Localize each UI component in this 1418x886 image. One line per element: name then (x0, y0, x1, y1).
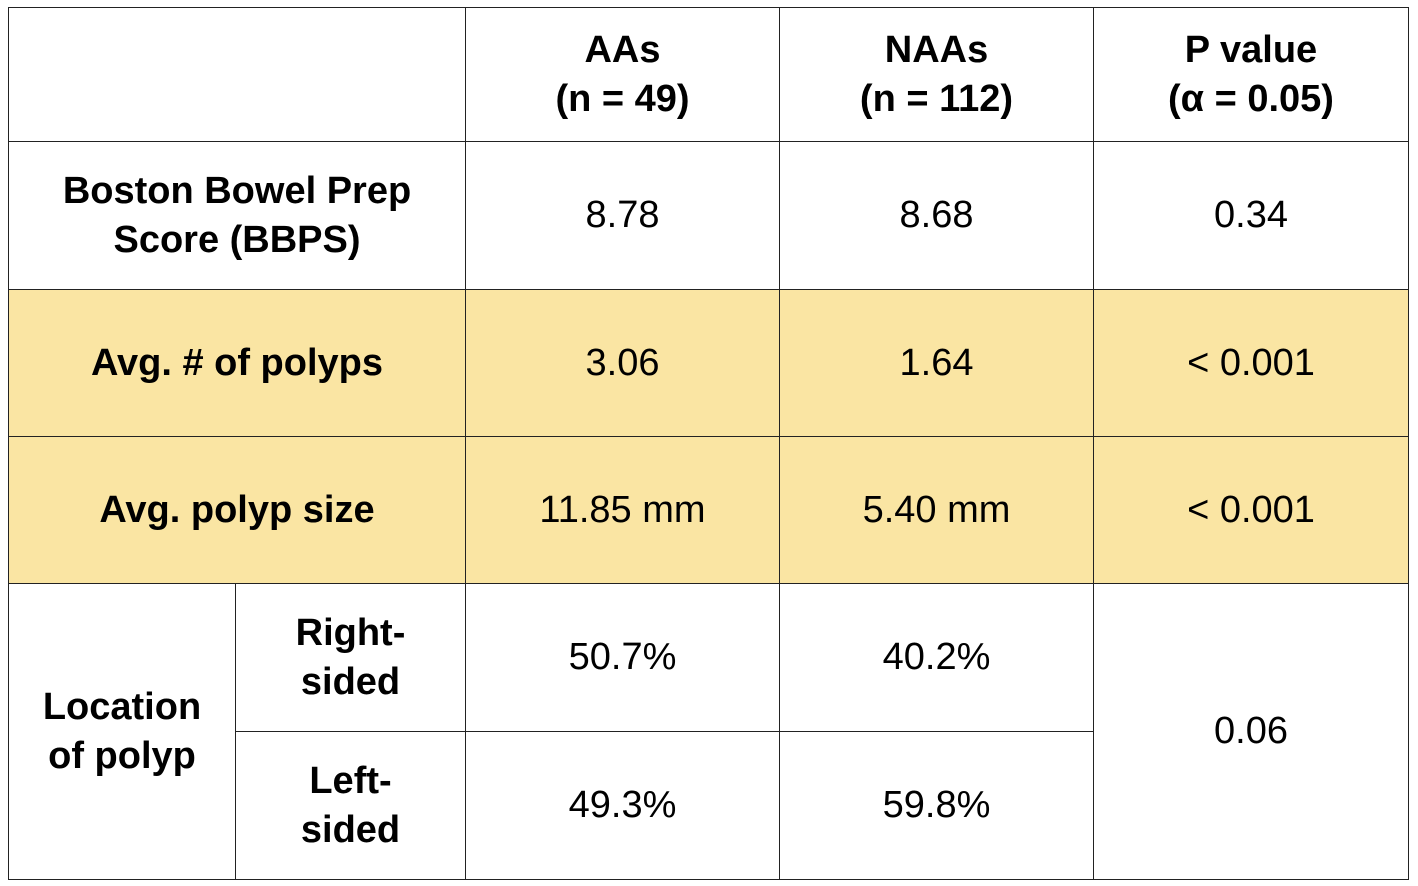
header-aas-line2: (n = 49) (555, 77, 690, 120)
right-sided-aas-value: 50.7% (465, 583, 780, 732)
header-naas-line2: (n = 112) (859, 77, 1014, 120)
header-p-value: P value (α = 0.05) (1093, 7, 1409, 142)
polyp-count-p-value: < 0.001 (1093, 289, 1409, 437)
polyp-size-p-value: < 0.001 (1093, 436, 1409, 584)
polyp-count-aas-value: 3.06 (465, 289, 780, 437)
location-p-value: 0.06 (1093, 583, 1409, 880)
header-p-line1: P value (1184, 28, 1318, 71)
row-label-bbps-line2: Score (BBPS) (113, 218, 361, 261)
table-row-location-right: Location of polyp Right- sided 50.7% 40.… (8, 583, 1409, 880)
header-p-line2: (α = 0.05) (1168, 77, 1334, 120)
header-naas-line1: NAAs (884, 28, 989, 71)
header-aas-line1: AAs (584, 28, 661, 71)
right-sided-naas-value: 40.2% (779, 583, 1094, 732)
corner-cell (8, 7, 466, 142)
row-label-location-line2: of polyp (48, 734, 196, 777)
header-aas: AAs (n = 49) (465, 7, 780, 142)
left-sided-aas-value: 49.3% (465, 731, 780, 880)
sub-label-right-sided: Right- sided (235, 583, 466, 732)
table-row-location-left: Left- sided 49.3% 59.8% (9, 731, 1409, 880)
row-label-bbps: Boston Bowel Prep Score (BBPS) (8, 141, 466, 290)
sub-label-right-line2: sided (300, 660, 401, 703)
header-row: AAs (n = 49) NAAs (n = 112) P value (α =… (8, 7, 1409, 142)
polyp-count-naas-value: 1.64 (779, 289, 1094, 437)
polyp-size-aas-value: 11.85 mm (465, 436, 780, 584)
sub-label-left-sided: Left- sided (235, 731, 466, 880)
bbps-aas-value: 8.78 (465, 141, 780, 290)
sub-label-left-line1: Left- (309, 759, 392, 802)
row-label-bbps-line1: Boston Bowel Prep (62, 169, 412, 212)
row-label-location: Location of polyp (8, 583, 236, 880)
row-label-location-line1: Location (42, 685, 202, 728)
results-table: AAs (n = 49) NAAs (n = 112) P value (α =… (8, 7, 1409, 880)
row-label-polyp-count: Avg. # of polyps (8, 289, 466, 437)
table-row-polyp-count: Avg. # of polyps 3.06 1.64 < 0.001 (8, 289, 1409, 437)
table-row-bbps: Boston Bowel Prep Score (BBPS) 8.78 8.68… (8, 141, 1409, 290)
bbps-naas-value: 8.68 (779, 141, 1094, 290)
header-naas: NAAs (n = 112) (779, 7, 1094, 142)
polyp-size-naas-value: 5.40 mm (779, 436, 1094, 584)
sub-label-right-line1: Right- (295, 611, 406, 654)
bbps-p-value: 0.34 (1093, 141, 1409, 290)
sub-label-left-line2: sided (300, 808, 401, 851)
row-label-polyp-size: Avg. polyp size (8, 436, 466, 584)
table-row-polyp-size: Avg. polyp size 11.85 mm 5.40 mm < 0.001 (8, 436, 1409, 584)
left-sided-naas-value: 59.8% (779, 731, 1094, 880)
